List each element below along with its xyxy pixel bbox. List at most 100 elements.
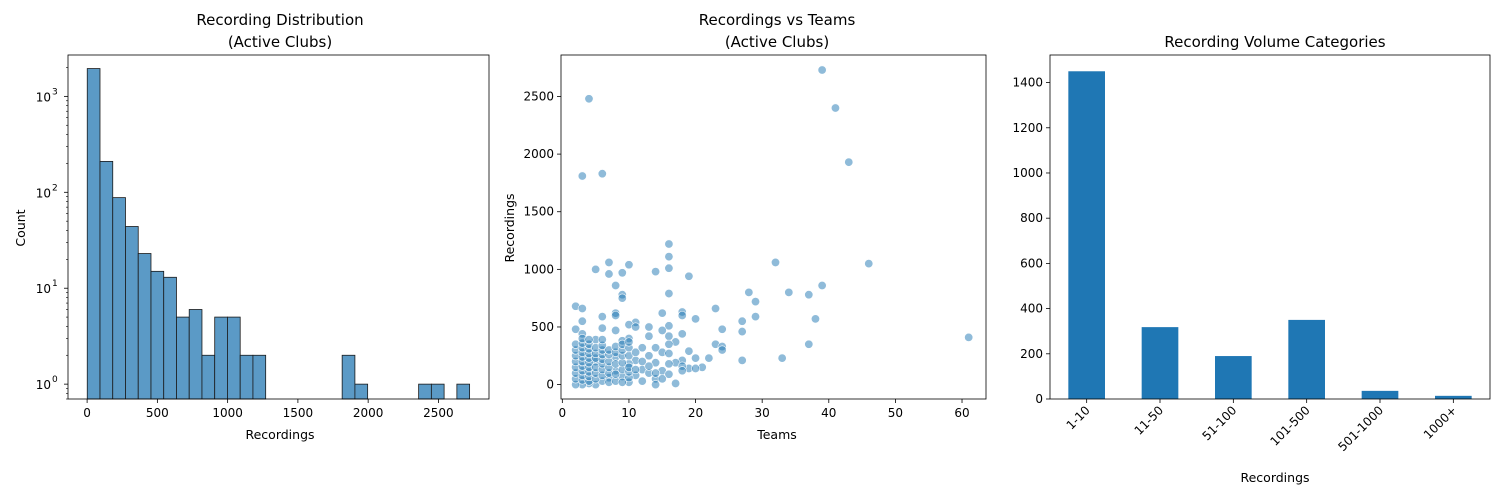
scatter-ytick-label: 0 bbox=[546, 378, 554, 392]
scatter-title-line1: Recordings vs Teams bbox=[699, 11, 856, 29]
histogram-bar bbox=[341, 354, 356, 400]
scatter-point bbox=[651, 380, 661, 390]
scatter-point bbox=[577, 316, 587, 326]
scatter-point bbox=[864, 259, 874, 269]
scatter-point bbox=[830, 103, 840, 113]
bar-xtick-label: 1-10 bbox=[1064, 403, 1093, 432]
scatter-point bbox=[651, 343, 661, 353]
scatter-point bbox=[664, 348, 674, 358]
scatter-point bbox=[644, 361, 654, 371]
histogram-bar bbox=[418, 383, 432, 400]
bar-title: Recording Volume Categories bbox=[1164, 33, 1385, 51]
scatter-point bbox=[604, 257, 614, 267]
scatter-point bbox=[664, 339, 674, 349]
scatter-xtick-label: 10 bbox=[621, 406, 636, 420]
scatter-point bbox=[584, 94, 594, 104]
histogram-ytick-label: 10 bbox=[36, 282, 51, 296]
histogram-xtick-label: 1000 bbox=[212, 406, 243, 420]
scatter-point bbox=[624, 337, 634, 347]
bar-ytick-label: 800 bbox=[1020, 211, 1043, 225]
scatter-point bbox=[817, 280, 827, 290]
histogram-xtick-label: 500 bbox=[146, 406, 169, 420]
scatter-point bbox=[651, 267, 661, 277]
scatter-point bbox=[637, 343, 647, 353]
histogram-bar bbox=[125, 226, 139, 400]
scatter-point bbox=[817, 65, 827, 75]
scatter-point bbox=[691, 314, 701, 324]
scatter-point bbox=[617, 293, 627, 303]
histogram-ytick-label: 10 bbox=[36, 186, 51, 200]
bar-ytick-label: 200 bbox=[1020, 347, 1043, 361]
bar-ytick-label: 1000 bbox=[1012, 166, 1043, 180]
scatter-point bbox=[671, 378, 681, 388]
histogram-bar bbox=[188, 309, 203, 400]
bar-xlabel: Recordings bbox=[1240, 470, 1309, 485]
bar-ytick-label: 1200 bbox=[1012, 121, 1043, 135]
category-bar bbox=[1361, 390, 1399, 399]
bar-xtick-label: 1000+ bbox=[1421, 403, 1460, 442]
scatter-point bbox=[704, 353, 714, 363]
histogram-bar bbox=[99, 160, 114, 400]
scatter-point bbox=[631, 347, 641, 357]
scatter-point bbox=[664, 239, 674, 249]
scatter-point bbox=[677, 366, 687, 376]
scatter-xtick-label: 60 bbox=[954, 406, 969, 420]
scatter-point bbox=[611, 325, 621, 335]
scatter-point bbox=[664, 321, 674, 331]
scatter-point bbox=[597, 169, 607, 179]
histogram-bar bbox=[137, 253, 152, 400]
scatter-point bbox=[624, 260, 634, 270]
scatter-point bbox=[691, 363, 701, 373]
scatter-point bbox=[691, 353, 701, 363]
scatter-point bbox=[810, 314, 820, 324]
scatter-point bbox=[597, 335, 607, 345]
scatter-point bbox=[577, 304, 587, 314]
histogram-xtick-label: 0 bbox=[83, 406, 91, 420]
scatter-point bbox=[664, 289, 674, 299]
scatter-xtick-label: 20 bbox=[688, 406, 703, 420]
scatter-point bbox=[657, 308, 667, 318]
scatter-point bbox=[737, 355, 747, 365]
scatter-title-line2: (Active Clubs) bbox=[725, 33, 829, 51]
scatter-point bbox=[684, 271, 694, 281]
scatter-point bbox=[631, 322, 641, 332]
scatter-xtick-label: 50 bbox=[888, 406, 903, 420]
scatter-point bbox=[711, 304, 721, 314]
histogram-xlabel: Recordings bbox=[245, 427, 314, 442]
scatter-point bbox=[644, 322, 654, 332]
scatter-point bbox=[664, 263, 674, 273]
histogram-ytick-exponent: 1 bbox=[52, 279, 58, 289]
bar-plot-area: 1-10 11-50 51-100 101-500 501-1000 1000+ 0 200 4… bbox=[1012, 54, 1491, 454]
scatter-frame bbox=[560, 54, 987, 400]
category-bar bbox=[1068, 71, 1105, 400]
scatter-point bbox=[717, 324, 727, 334]
histogram-bar bbox=[252, 354, 267, 400]
scatter-point bbox=[657, 374, 667, 384]
histogram-xtick-label: 1500 bbox=[283, 406, 314, 420]
scatter-point bbox=[664, 331, 674, 341]
scatter-point bbox=[677, 310, 687, 320]
scatter-point bbox=[717, 345, 727, 355]
histogram-bar bbox=[86, 68, 101, 400]
scatter-point bbox=[677, 329, 687, 339]
histogram-bar bbox=[227, 316, 241, 400]
bar-xtick-label: 101-500 bbox=[1267, 403, 1312, 448]
bar-ytick-label: 400 bbox=[1020, 302, 1043, 316]
scatter-ytick-label: 2000 bbox=[523, 147, 554, 161]
scatter-ytick-label: 1500 bbox=[523, 205, 554, 219]
scatter-point bbox=[744, 287, 754, 297]
histogram-ylabel: Count bbox=[13, 209, 28, 246]
histogram-bar bbox=[239, 354, 254, 400]
scatter-plot-area: 0 10 20 30 40 50 60 0 500 1000 1500 2000 2500 bbox=[523, 54, 987, 420]
bar-frame bbox=[1049, 54, 1491, 400]
scatter-ylabel: Recordings bbox=[502, 193, 517, 262]
scatter-point bbox=[644, 331, 654, 341]
histogram-title-line1: Recording Distribution bbox=[196, 11, 363, 29]
scatter-point bbox=[617, 377, 627, 387]
scatter-ytick-label: 1000 bbox=[523, 262, 554, 276]
scatter-xtick-label: 0 bbox=[559, 406, 567, 420]
scatter-point bbox=[751, 297, 761, 307]
scatter-point bbox=[784, 287, 794, 297]
category-bar bbox=[1435, 395, 1472, 399]
